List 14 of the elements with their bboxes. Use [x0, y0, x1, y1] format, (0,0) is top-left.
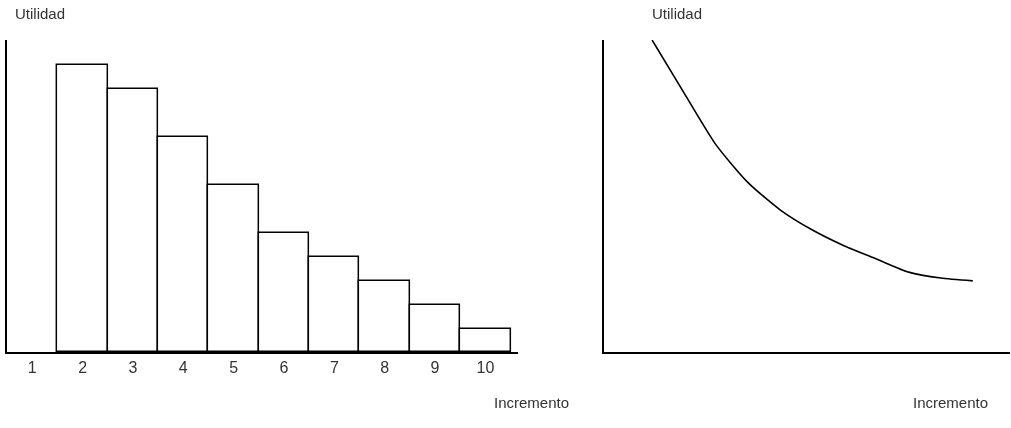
x-tick-label: 2	[78, 358, 88, 376]
x-tick-label: 8	[380, 358, 390, 376]
x-tick-label: 3	[128, 358, 138, 376]
x-tick-label: 4	[178, 358, 188, 376]
y-axis-title: Utilidad	[652, 5, 703, 22]
x-axis-title: Incremento	[494, 394, 570, 411]
x-tick-label: 7	[329, 358, 339, 376]
x-tick-label: 6	[279, 358, 289, 376]
x-tick-label: 10	[476, 358, 495, 376]
x-axis-title: Incremento	[913, 394, 989, 411]
x-tick-label: 9	[430, 358, 440, 376]
x-tick-label: 1	[27, 358, 37, 376]
x-tick-label: 5	[229, 358, 239, 376]
y-axis-title: Utilidad	[15, 5, 66, 22]
